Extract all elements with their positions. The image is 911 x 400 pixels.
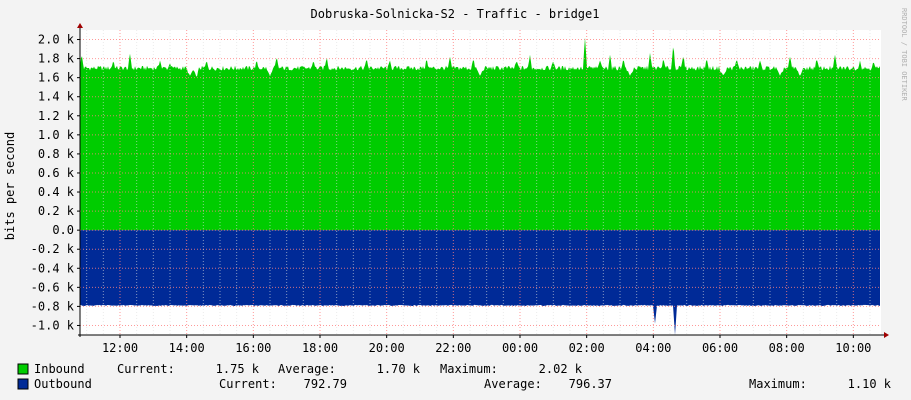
y-tick-label: 0.6 k [38, 166, 75, 180]
legend-average-value: 796.37 [569, 377, 612, 391]
series-areas [80, 37, 880, 335]
grid-lines [80, 30, 880, 335]
x-tick-label: 14:00 [169, 341, 205, 355]
x-tick-label: 10:00 [835, 341, 871, 355]
legend-swatch-inbound [17, 363, 29, 375]
y-tick-label: 0.4 k [38, 185, 75, 199]
y-axis-label: bits per second [3, 132, 17, 240]
legend-name-outbound: Outbound [34, 377, 92, 391]
legend-current-label: Current: [219, 377, 277, 391]
x-tick-label: 06:00 [702, 341, 738, 355]
x-tick-label: 02:00 [569, 341, 605, 355]
axes [77, 23, 889, 338]
y-tick-label: 1.4 k [38, 90, 75, 104]
y-tick-labels: 2.0 k 1.8 k 1.6 k 1.4 k 1.2 k 1.0 k 0.8 k 0.6 k… [31, 33, 75, 333]
legend-current-value: 1.75 k [216, 362, 260, 376]
y-tick-label: 1.0 k [38, 128, 75, 142]
y-axis-arrow [77, 23, 83, 28]
x-tick-label: 00:00 [502, 341, 538, 355]
y-tick-label: 1.2 k [38, 109, 75, 123]
area-outbound [80, 230, 880, 335]
legend-current-label: Current: [117, 362, 175, 376]
chart-title: Dobruska-Solnicka-S2 - Traffic - bridge1 [311, 7, 600, 21]
x-tick-label: 20:00 [369, 341, 405, 355]
y-tick-label: 0.0 [52, 223, 74, 237]
x-tick-label: 12:00 [102, 341, 138, 355]
area-inbound [80, 37, 880, 231]
x-tick-labels: 12:00 14:00 16:00 18:00 20:00 22:00 00:00 02:00… [102, 341, 871, 355]
legend-current-value: 792.79 [304, 377, 347, 391]
y-tick-label: -0.2 k [31, 242, 75, 256]
y-tick-label: -0.8 k [31, 299, 75, 313]
legend-maximum-value: 2.02 k [539, 362, 583, 376]
x-tick-label: 18:00 [302, 341, 338, 355]
x-axis-arrow [884, 332, 889, 338]
y-tick-label: 2.0 k [38, 33, 75, 47]
y-tick-label: -1.0 k [31, 318, 75, 332]
x-tick-label: 08:00 [769, 341, 805, 355]
y-tick-label: 0.2 k [38, 204, 75, 218]
legend-maximum-label: Maximum: [749, 377, 807, 391]
legend-maximum-label: Maximum: [440, 362, 498, 376]
legend-average-label: Average: [278, 362, 336, 376]
y-tick-label: -0.4 k [31, 261, 75, 275]
legend: Inbound Current: 1.75 k Average: 1.70 k Maxim… [17, 362, 892, 391]
rrdtool-watermark: RRDTOOL / TOBI OETIKER [900, 8, 908, 102]
legend-swatch-outbound [17, 378, 29, 390]
y-tick-label: -0.6 k [31, 280, 75, 294]
x-tick-label: 04:00 [635, 341, 671, 355]
y-tick-label: 1.8 k [38, 52, 75, 66]
legend-average-value: 1.70 k [377, 362, 421, 376]
legend-average-label: Average: [484, 377, 542, 391]
y-tick-label: 0.8 k [38, 147, 75, 161]
x-tick-label: 16:00 [235, 341, 271, 355]
legend-maximum-value: 1.10 k [848, 377, 892, 391]
legend-name-inbound: Inbound [34, 362, 85, 376]
x-tick-label: 22:00 [435, 341, 471, 355]
y-tick-label: 1.6 k [38, 71, 75, 85]
